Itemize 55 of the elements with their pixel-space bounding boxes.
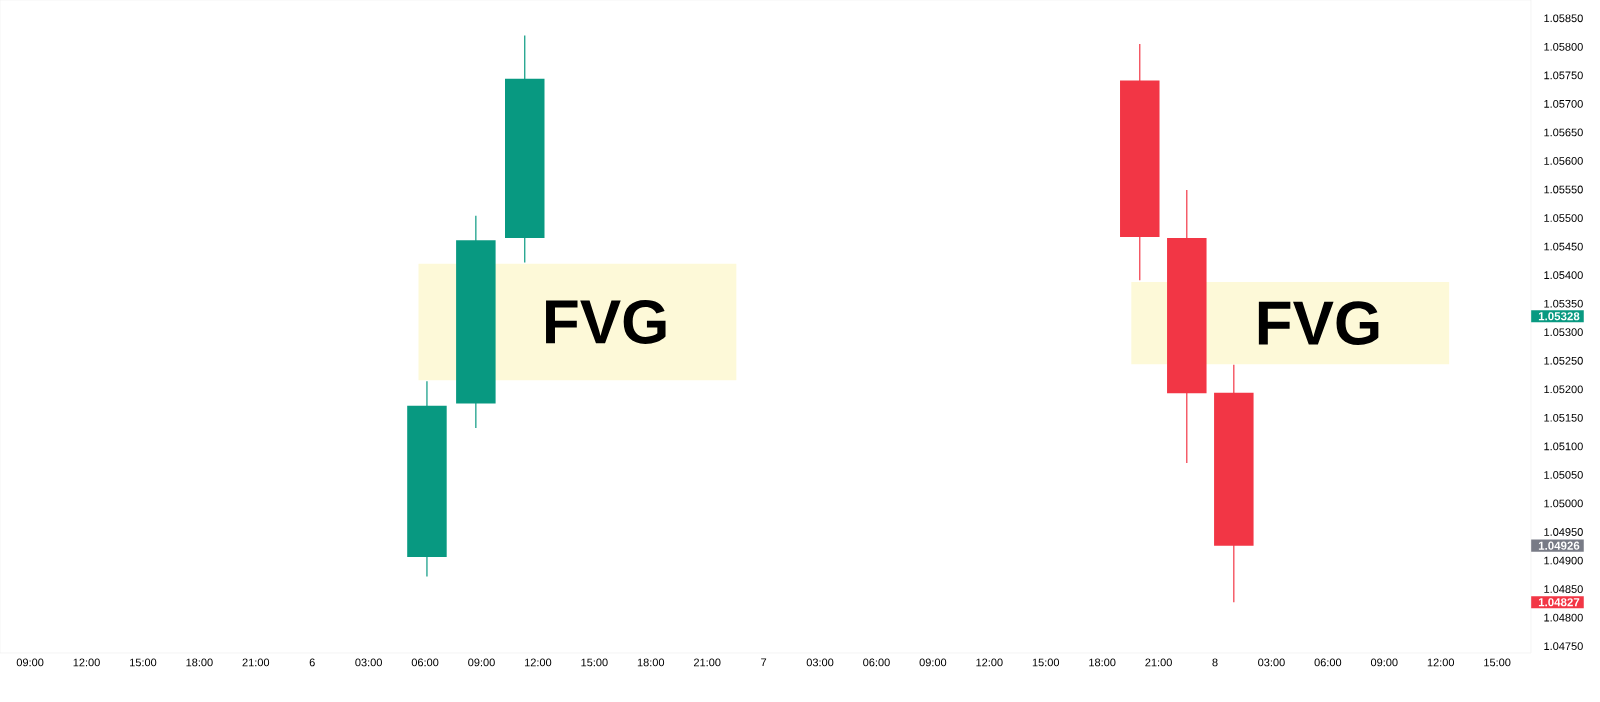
- y-tick-label: 1.05150: [1544, 413, 1583, 422]
- x-tick-label: 15:00: [1484, 658, 1511, 667]
- y-tick-label: 1.05100: [1544, 442, 1583, 451]
- y-tick-label: 1.05500: [1544, 214, 1583, 222]
- x-tick-label: 21:00: [1145, 658, 1172, 667]
- x-tick-label: 06:00: [411, 658, 439, 667]
- x-tick-label: 09:00: [1370, 658, 1398, 667]
- x-tick-label: 09:00: [16, 658, 44, 667]
- y-tick-label: 1.05000: [1544, 499, 1583, 508]
- x-tick-label: 15:00: [130, 658, 157, 667]
- x-tick-label: 12:00: [73, 658, 100, 667]
- text: 1.04926: [1538, 541, 1580, 550]
- y-tick-label: 1.04850: [1544, 585, 1583, 593]
- x-tick-label: 12:00: [976, 658, 1003, 667]
- y-tick-label: 1.05800: [1544, 42, 1583, 51]
- x-tick-label: 03:00: [355, 658, 382, 667]
- y-tick-label: 1.05050: [1544, 471, 1583, 479]
- x-tick-label: 15:00: [581, 658, 608, 667]
- x-tick-label: 06:00: [1314, 658, 1342, 667]
- y-tick-label: 1.04800: [1544, 613, 1583, 622]
- x-tick-label: 12:00: [1427, 658, 1455, 667]
- x-tick-label: 06:00: [863, 658, 890, 667]
- y-tick-label: 1.05600: [1544, 157, 1583, 165]
- text: 1.05328: [1538, 312, 1580, 321]
- band-label: FVG: [1258, 301, 1379, 346]
- y-tick-label: 1.05700: [1544, 100, 1583, 108]
- x-tick-label: 12:00: [524, 658, 552, 667]
- y-tick-label: 1.05350: [1544, 299, 1583, 308]
- x-tick-label: 6: [309, 658, 315, 667]
- x-tick-label: 18:00: [186, 658, 213, 667]
- x-tick-label: 18:00: [637, 658, 665, 667]
- y-tick-label: 1.05550: [1544, 185, 1583, 194]
- y-tick-label: 1.04900: [1544, 556, 1583, 565]
- text: 1.04827: [1538, 598, 1580, 607]
- x-tick-label: 18:00: [1089, 658, 1116, 667]
- y-tick-label: 1.04750: [1544, 642, 1583, 651]
- x-tick-label: 09:00: [919, 658, 947, 667]
- x-tick-label: 7: [761, 658, 767, 667]
- y-tick-label: 1.05300: [1544, 328, 1583, 337]
- y-tick-label: 1.05650: [1544, 128, 1583, 137]
- y-tick-label: 1.05750: [1544, 71, 1583, 80]
- y-tick-label: 1.05250: [1544, 356, 1583, 365]
- y-tick-label: 1.05200: [1544, 385, 1583, 394]
- x-tick-label: 03:00: [806, 658, 834, 667]
- x-tick-label: 21:00: [242, 658, 270, 667]
- x-tick-label: 15:00: [1032, 658, 1060, 667]
- band-label: FVG: [546, 299, 666, 344]
- x-tick-label: 09:00: [468, 658, 495, 667]
- x-tick-label: 03:00: [1258, 658, 1285, 667]
- y-tick-label: 1.05400: [1544, 271, 1583, 280]
- y-tick-label: 1.05850: [1544, 14, 1583, 23]
- y-tick-label: 1.04950: [1544, 528, 1583, 536]
- x-tick-label: 21:00: [693, 658, 721, 667]
- x-tick-label: 8: [1212, 658, 1218, 667]
- y-tick-label: 1.05450: [1544, 242, 1583, 251]
